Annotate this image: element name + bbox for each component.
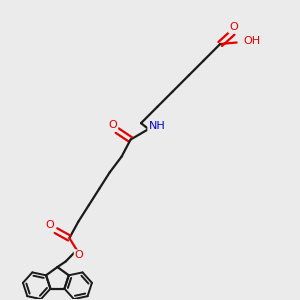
Text: O: O	[229, 22, 238, 32]
Text: OH: OH	[243, 36, 260, 46]
Text: NH: NH	[148, 121, 165, 131]
Text: O: O	[46, 220, 54, 230]
Text: O: O	[75, 250, 84, 260]
Text: O: O	[108, 120, 117, 130]
